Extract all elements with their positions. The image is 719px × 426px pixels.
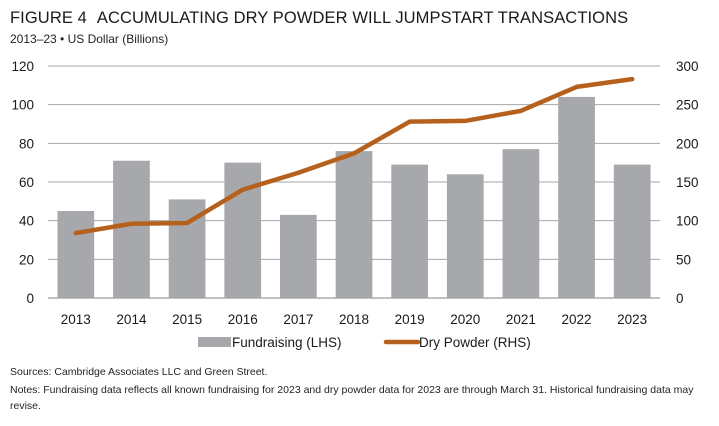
x-axis-tick-label: 2023 — [617, 312, 647, 327]
right-axis-tick-label: 250 — [676, 98, 699, 113]
legend: Fundraising (LHS) Dry Powder (RHS) — [198, 335, 531, 350]
notes-text: Notes: Fundraising data reflects all kno… — [10, 384, 694, 412]
line-series-dry-powder — [73, 76, 635, 236]
bar-fundraising-2017 — [280, 214, 317, 298]
x-axis-tick-label: 2014 — [116, 312, 147, 327]
left-axis-tick-label: 60 — [19, 175, 34, 190]
left-axis-tick-label: 20 — [19, 252, 34, 267]
right-axis-tick-label: 200 — [676, 136, 699, 151]
bar-fundraising-2022 — [558, 96, 595, 298]
bar-series-fundraising — [57, 96, 651, 298]
bar-fundraising-2014 — [113, 160, 150, 298]
x-axis-tick-label: 2021 — [506, 312, 536, 327]
left-axis-tick-label: 80 — [19, 136, 34, 151]
bar-fundraising-2020 — [446, 174, 484, 298]
bar-fundraising-2018 — [335, 151, 373, 298]
right-axis-tick-label: 100 — [676, 214, 699, 229]
x-axis-tick-label: 2018 — [339, 312, 369, 327]
bar-fundraising-2023 — [613, 164, 651, 298]
bar-fundraising-2019 — [391, 164, 428, 298]
sources-note: Sources: Cambridge Associates LLC and Gr… — [10, 366, 268, 378]
legend-label-dry-powder: Dry Powder (RHS) — [419, 335, 531, 350]
legend-swatch-fundraising — [198, 337, 231, 347]
right-axis-tick-label: 150 — [676, 175, 699, 190]
left-axis-tick-label: 120 — [11, 59, 34, 74]
x-axis-tick-label: 2019 — [395, 312, 425, 327]
right-axis-tick-label: 0 — [676, 291, 684, 306]
left-axis-tick-label: 100 — [11, 98, 34, 113]
right-axis-tick-label: 50 — [676, 252, 691, 267]
left-axis-ticks: 0 20 40 60 80 100 120 — [11, 59, 34, 306]
left-axis-tick-label: 0 — [26, 291, 34, 306]
x-axis-tick-label: 2020 — [450, 312, 480, 327]
figure-label: FIGURE 4 — [10, 9, 87, 27]
chart-subtitle: 2013–23 • US Dollar (Billions) — [10, 32, 169, 46]
figure-title: ACCUMULATING DRY POWDER WILL JUMPSTART T… — [96, 9, 629, 27]
x-axis-tick-label: 2016 — [228, 312, 258, 327]
x-axis-ticks: 2013 2014 2015 2016 2017 2018 2019 2020 2021 2022… — [61, 312, 647, 327]
bar-fundraising-2016 — [224, 162, 262, 298]
x-axis-tick-label: 2013 — [61, 312, 91, 327]
bar-fundraising-2013 — [57, 211, 95, 298]
x-axis-tick-label: 2015 — [172, 312, 202, 327]
right-axis-tick-label: 300 — [676, 59, 699, 74]
right-axis-ticks: 0 50 100 150 200 250 300 — [676, 59, 699, 306]
legend-label-fundraising: Fundraising (LHS) — [232, 335, 342, 350]
x-axis-tick-label: 2022 — [562, 312, 592, 327]
x-axis-tick-label: 2017 — [283, 312, 313, 327]
chart-title: FIGURE 4 ACCUMULATING DRY POWDER WILL JUM… — [10, 9, 628, 28]
bar-fundraising-2021 — [502, 149, 540, 298]
left-axis-tick-label: 40 — [19, 214, 34, 229]
